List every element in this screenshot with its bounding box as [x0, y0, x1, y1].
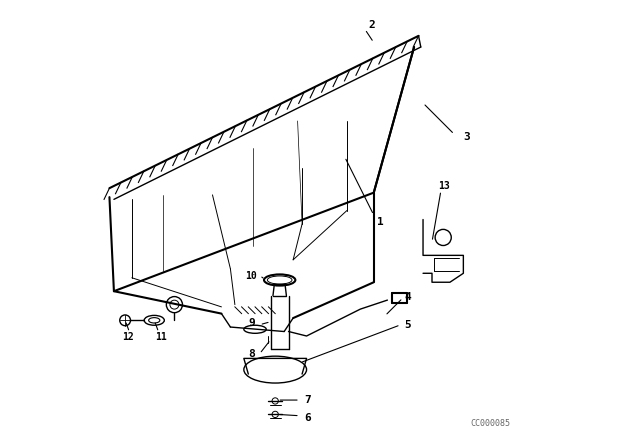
Text: 7: 7	[304, 395, 311, 405]
Text: 6: 6	[304, 413, 311, 422]
Text: 13: 13	[438, 181, 450, 191]
Text: 2: 2	[368, 20, 375, 30]
Text: 4: 4	[404, 292, 411, 302]
Text: 9: 9	[248, 319, 255, 328]
Text: 8: 8	[248, 349, 255, 359]
Text: 1: 1	[377, 217, 384, 227]
Text: 12: 12	[122, 332, 134, 342]
Text: CC000085: CC000085	[470, 419, 510, 428]
Text: 3: 3	[463, 132, 470, 142]
Text: 10: 10	[244, 271, 257, 280]
Text: 5: 5	[404, 320, 411, 330]
Text: 11: 11	[155, 332, 167, 342]
